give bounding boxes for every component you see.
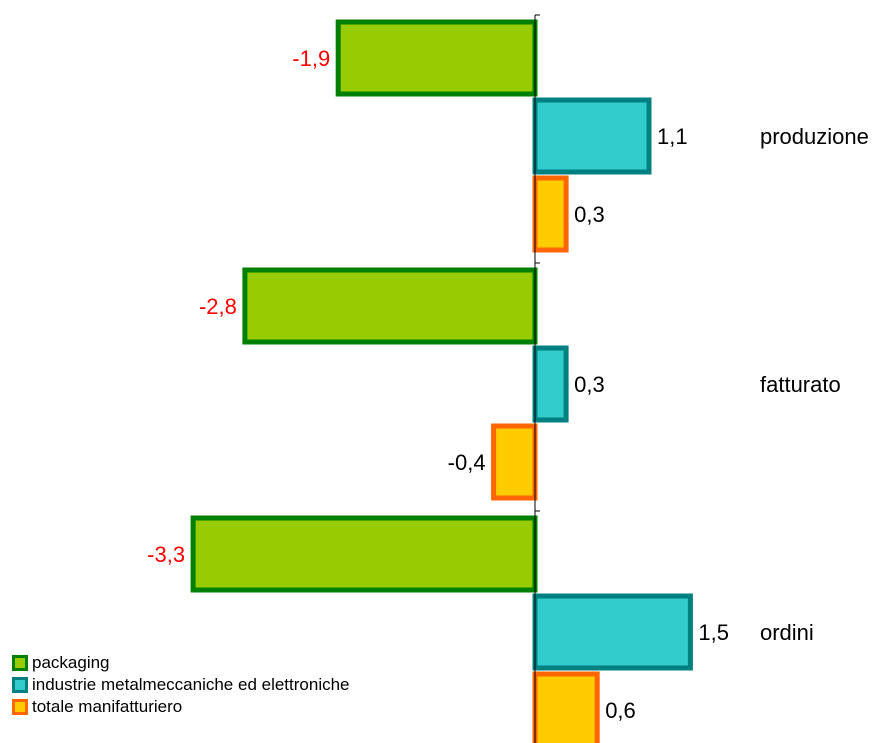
legend-swatch-packaging (12, 655, 28, 671)
value-axis (534, 14, 540, 743)
value-label-ordini-2: 1,5 (698, 620, 729, 645)
value-label-produzione-2: 1,1 (657, 124, 688, 149)
value-label-fatturato-3: -0,4 (448, 450, 486, 475)
legend-item-totale: totale manifatturiero (12, 696, 350, 718)
legend-swatch-totale (12, 699, 28, 715)
bar-ordini-2 (532, 593, 693, 671)
category-labels-group: produzione fatturato ordini (760, 124, 869, 645)
bar-produzione-2 (532, 97, 652, 175)
bar-ordini-3 (532, 671, 600, 743)
value-label-produzione-1: -1,9 (292, 46, 330, 71)
legend-item-industrie: industrie metalmeccaniche ed elettronich… (12, 674, 350, 696)
bar-fatturato-1 (242, 267, 538, 345)
category-label-ordini: ordini (760, 620, 814, 645)
legend-item-packaging: packaging (12, 652, 350, 674)
value-label-ordini-3: 0,6 (605, 698, 636, 723)
bar-fatturato-2 (532, 345, 569, 423)
bar-fatturato-3 (491, 423, 538, 501)
legend: packaging industrie metalmeccaniche ed e… (12, 652, 350, 718)
legend-label-industrie: industrie metalmeccaniche ed elettronich… (32, 675, 350, 694)
value-label-fatturato-2: 0,3 (574, 372, 605, 397)
bars-group (190, 19, 693, 743)
legend-label-packaging: packaging (32, 653, 110, 672)
category-label-produzione: produzione (760, 124, 869, 149)
value-label-fatturato-1: -2,8 (199, 294, 237, 319)
legend-label-totale: totale manifatturiero (32, 697, 183, 716)
bar-produzione-1 (335, 19, 538, 97)
value-label-ordini-1: -3,3 (147, 542, 185, 567)
value-label-produzione-3: 0,3 (574, 202, 605, 227)
value-labels-group: -1,9 1,1 0,3 -2,8 0,3 -0,4 -3,3 1,5 0,6 (147, 46, 729, 723)
bar-produzione-3 (532, 175, 569, 253)
category-label-fatturato: fatturato (760, 372, 841, 397)
legend-swatch-industrie (12, 677, 28, 693)
bar-ordini-1 (190, 515, 538, 593)
